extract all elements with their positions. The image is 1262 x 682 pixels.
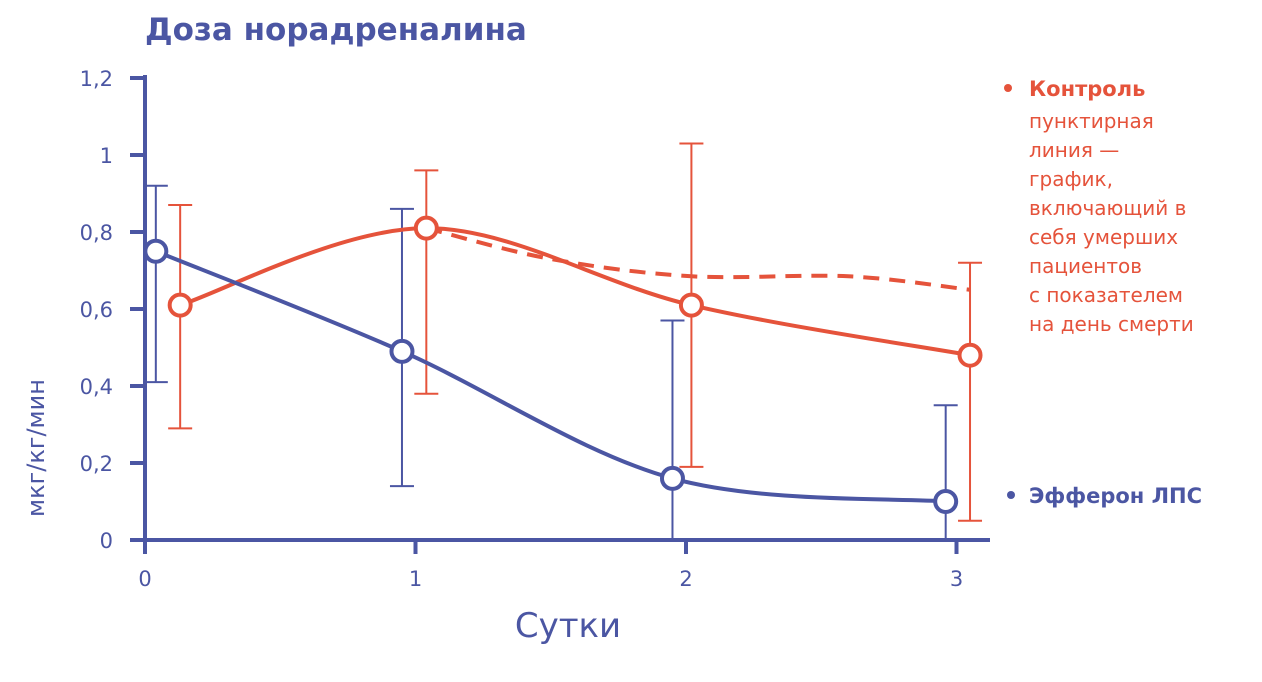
y-tick-label: 0,8: [80, 221, 113, 245]
data-point: [678, 292, 704, 318]
data-point: [389, 338, 415, 364]
data-point: [167, 292, 193, 318]
data-point: [659, 465, 685, 491]
data-point: [143, 238, 169, 264]
legend-note-line: пунктирная: [1029, 109, 1154, 133]
data-point: [957, 342, 983, 368]
series-points: [143, 215, 983, 514]
x-tick-label: 3: [950, 567, 963, 591]
legend-note-line: линия —: [1029, 138, 1119, 162]
series-line: [155, 249, 946, 504]
series-line-dashed: [425, 226, 971, 292]
x-tick-label: 2: [679, 567, 692, 591]
data-point: [413, 215, 439, 241]
legend-control-dot: [1004, 84, 1012, 92]
y-tick-label: 0: [100, 529, 113, 553]
y-tick-label: 0,2: [80, 452, 113, 476]
legend-control-note: пунктирная линия — график, включающий в себя…: [1029, 109, 1194, 336]
legend-efferon-label: Эфферон ЛПС: [1029, 484, 1202, 508]
axes: [143, 75, 990, 542]
legend-note-line: на день смерти: [1029, 312, 1194, 336]
series-lines: [155, 226, 971, 504]
y-tick-label: 0,4: [80, 375, 113, 399]
legend-note-line: включающий в: [1029, 196, 1186, 220]
chart-title: Доза норадреналина: [145, 12, 527, 48]
legend-efferon-dot: [1007, 491, 1015, 499]
legend-note-line: график,: [1029, 167, 1113, 191]
legend: Контроль пунктирная линия — график, включаю…: [1004, 77, 1202, 508]
y-tick-label: 1,2: [80, 67, 113, 91]
x-tick-label: 0: [138, 567, 151, 591]
error-bars: [143, 142, 983, 540]
series-line: [179, 226, 971, 358]
x-axis-ticks: 0 1 2 3: [138, 540, 963, 591]
x-axis-label: Сутки: [515, 606, 621, 646]
legend-note-line: себя умерших: [1029, 225, 1178, 249]
legend-note-line: пациентов: [1029, 254, 1142, 278]
legend-note-line: с показателем: [1029, 283, 1183, 307]
y-tick-label: 1: [100, 144, 113, 168]
y-axis-ticks: 0 0,2 0,4 0,6 0,8 1 1,2: [80, 67, 145, 553]
data-point: [933, 489, 959, 514]
y-tick-label: 0,6: [80, 298, 113, 322]
legend-control-label: Контроль: [1029, 77, 1145, 101]
y-axis-label: мкг/кг/мин: [22, 379, 50, 517]
x-tick-label: 1: [409, 567, 422, 591]
